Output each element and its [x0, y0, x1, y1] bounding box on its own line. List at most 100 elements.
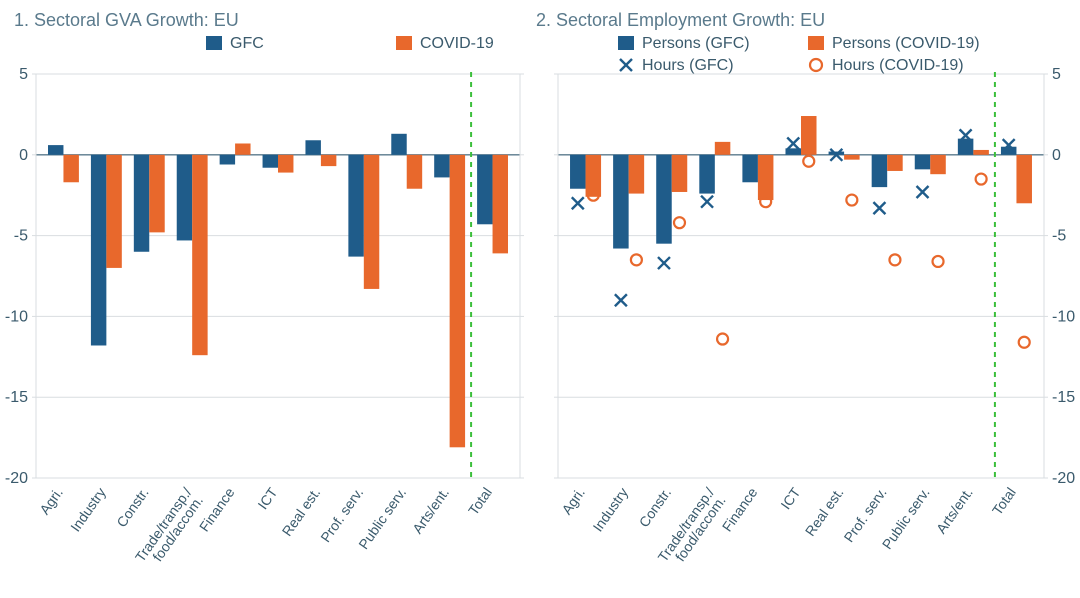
- y-tick-label: -15: [1052, 389, 1075, 406]
- category-label: Prof. serv.: [841, 485, 890, 546]
- bar-persons-covid: [930, 155, 946, 174]
- category-label-group: Real est.: [802, 485, 847, 539]
- bar-gfc: [177, 155, 192, 241]
- category-label: Real est.: [802, 485, 847, 539]
- bar-gfc: [391, 134, 406, 155]
- bar-persons-covid: [629, 155, 645, 194]
- bar-gfc: [48, 145, 63, 155]
- bar-persons-gfc: [613, 155, 629, 249]
- bar-persons-covid: [672, 155, 688, 192]
- category-label-group: ICT: [777, 484, 803, 512]
- category-label-group: Constr.: [113, 485, 152, 531]
- legend-swatch: [618, 36, 634, 50]
- bar-covid: [450, 155, 465, 447]
- category-label-group: ICT: [254, 484, 280, 512]
- legend-label: Persons (COVID-19): [832, 35, 980, 52]
- bar-persons-covid: [758, 155, 774, 200]
- marker-hours-covid: [933, 256, 944, 267]
- category-label-group: Industry: [589, 485, 631, 535]
- bar-gfc: [434, 155, 449, 178]
- category-label-group: Total: [465, 485, 495, 518]
- bar-covid: [63, 155, 78, 182]
- bar-covid: [321, 155, 336, 166]
- bar-covid: [407, 155, 422, 189]
- bar-persons-covid: [844, 155, 860, 160]
- category-label-group: Agri.: [36, 485, 66, 518]
- bar-gfc: [348, 155, 363, 257]
- bar-gfc: [220, 155, 235, 165]
- category-label: ICT: [254, 484, 280, 512]
- category-label: Constr.: [636, 485, 675, 531]
- bar-gfc: [134, 155, 149, 252]
- bar-persons-gfc: [656, 155, 672, 244]
- category-label-group: Total: [989, 485, 1019, 518]
- bar-persons-covid: [801, 116, 817, 155]
- y-tick-label: 5: [1052, 66, 1061, 83]
- marker-hours-covid: [1019, 337, 1030, 348]
- bar-persons-covid: [887, 155, 903, 171]
- category-label: Total: [465, 485, 495, 518]
- bar-persons-gfc: [915, 155, 931, 170]
- marker-hours-covid: [631, 254, 642, 265]
- category-label-group: Constr.: [636, 485, 675, 531]
- bar-covid: [106, 155, 121, 268]
- category-label-group: Arts/ent.: [409, 485, 452, 537]
- bar-persons-covid: [715, 142, 731, 155]
- bar-gfc: [477, 155, 492, 224]
- legend-label: Persons (GFC): [642, 35, 750, 52]
- bar-persons-gfc: [742, 155, 758, 182]
- panel-title-right: 2. Sectoral Employment Growth: EU: [536, 10, 825, 30]
- bar-persons-covid: [1016, 155, 1032, 203]
- bar-persons-gfc: [699, 155, 715, 194]
- bar-persons-covid: [973, 150, 989, 155]
- y-tick-label: -20: [5, 470, 28, 487]
- y-tick-label: 5: [19, 66, 28, 83]
- y-tick-label: -5: [14, 228, 28, 245]
- legend-swatch: [396, 36, 412, 50]
- bar-covid: [192, 155, 207, 355]
- y-tick-label: -10: [1052, 308, 1075, 325]
- chart-canvas: 1. Sectoral GVA Growth: EU 2. Sectoral Em…: [0, 0, 1080, 598]
- y-tick-label: 0: [1052, 147, 1061, 164]
- legend-swatch: [808, 36, 824, 50]
- category-label: Agri.: [558, 485, 588, 518]
- bar-gfc: [305, 140, 320, 155]
- category-label-group: Finance: [196, 484, 238, 534]
- y-tick-label: -20: [1052, 470, 1075, 487]
- category-label: Industry: [67, 485, 109, 535]
- category-label-group: Real est.: [279, 485, 324, 539]
- category-label: Finance: [719, 484, 761, 534]
- y-tick-label: -5: [1052, 228, 1066, 245]
- bar-covid: [149, 155, 164, 233]
- category-label: Finance: [196, 484, 238, 534]
- category-label: ICT: [777, 484, 803, 512]
- marker-hours-covid: [846, 195, 857, 206]
- category-label: Arts/ent.: [409, 485, 452, 537]
- category-label-group: Arts/ent.: [933, 485, 976, 537]
- category-label: Constr.: [113, 485, 152, 531]
- marker-hours-covid: [976, 174, 987, 185]
- legend-circle-icon: [810, 59, 822, 71]
- category-label-group: Finance: [719, 484, 761, 534]
- bar-gfc: [91, 155, 106, 346]
- y-tick-label: -10: [5, 308, 28, 325]
- y-tick-label: 0: [19, 147, 28, 164]
- bar-covid: [364, 155, 379, 289]
- marker-hours-covid: [803, 156, 814, 167]
- bar-persons-gfc: [872, 155, 888, 187]
- legend-label: GFC: [230, 35, 264, 52]
- category-label-group: Agri.: [558, 485, 588, 518]
- marker-hours-covid: [674, 217, 685, 228]
- category-label: Total: [989, 485, 1019, 518]
- bar-gfc: [263, 155, 278, 168]
- legend-label: Hours (COVID-19): [832, 57, 964, 74]
- panel-title-left: 1. Sectoral GVA Growth: EU: [14, 10, 239, 30]
- bar-covid: [493, 155, 508, 254]
- legend-label: Hours (GFC): [642, 57, 734, 74]
- category-label: Arts/ent.: [933, 485, 976, 537]
- bar-persons-gfc: [570, 155, 586, 189]
- category-label-group: Prof. serv.: [841, 485, 890, 546]
- category-label: Real est.: [279, 485, 324, 539]
- bar-covid: [278, 155, 293, 173]
- category-label: Industry: [589, 485, 631, 535]
